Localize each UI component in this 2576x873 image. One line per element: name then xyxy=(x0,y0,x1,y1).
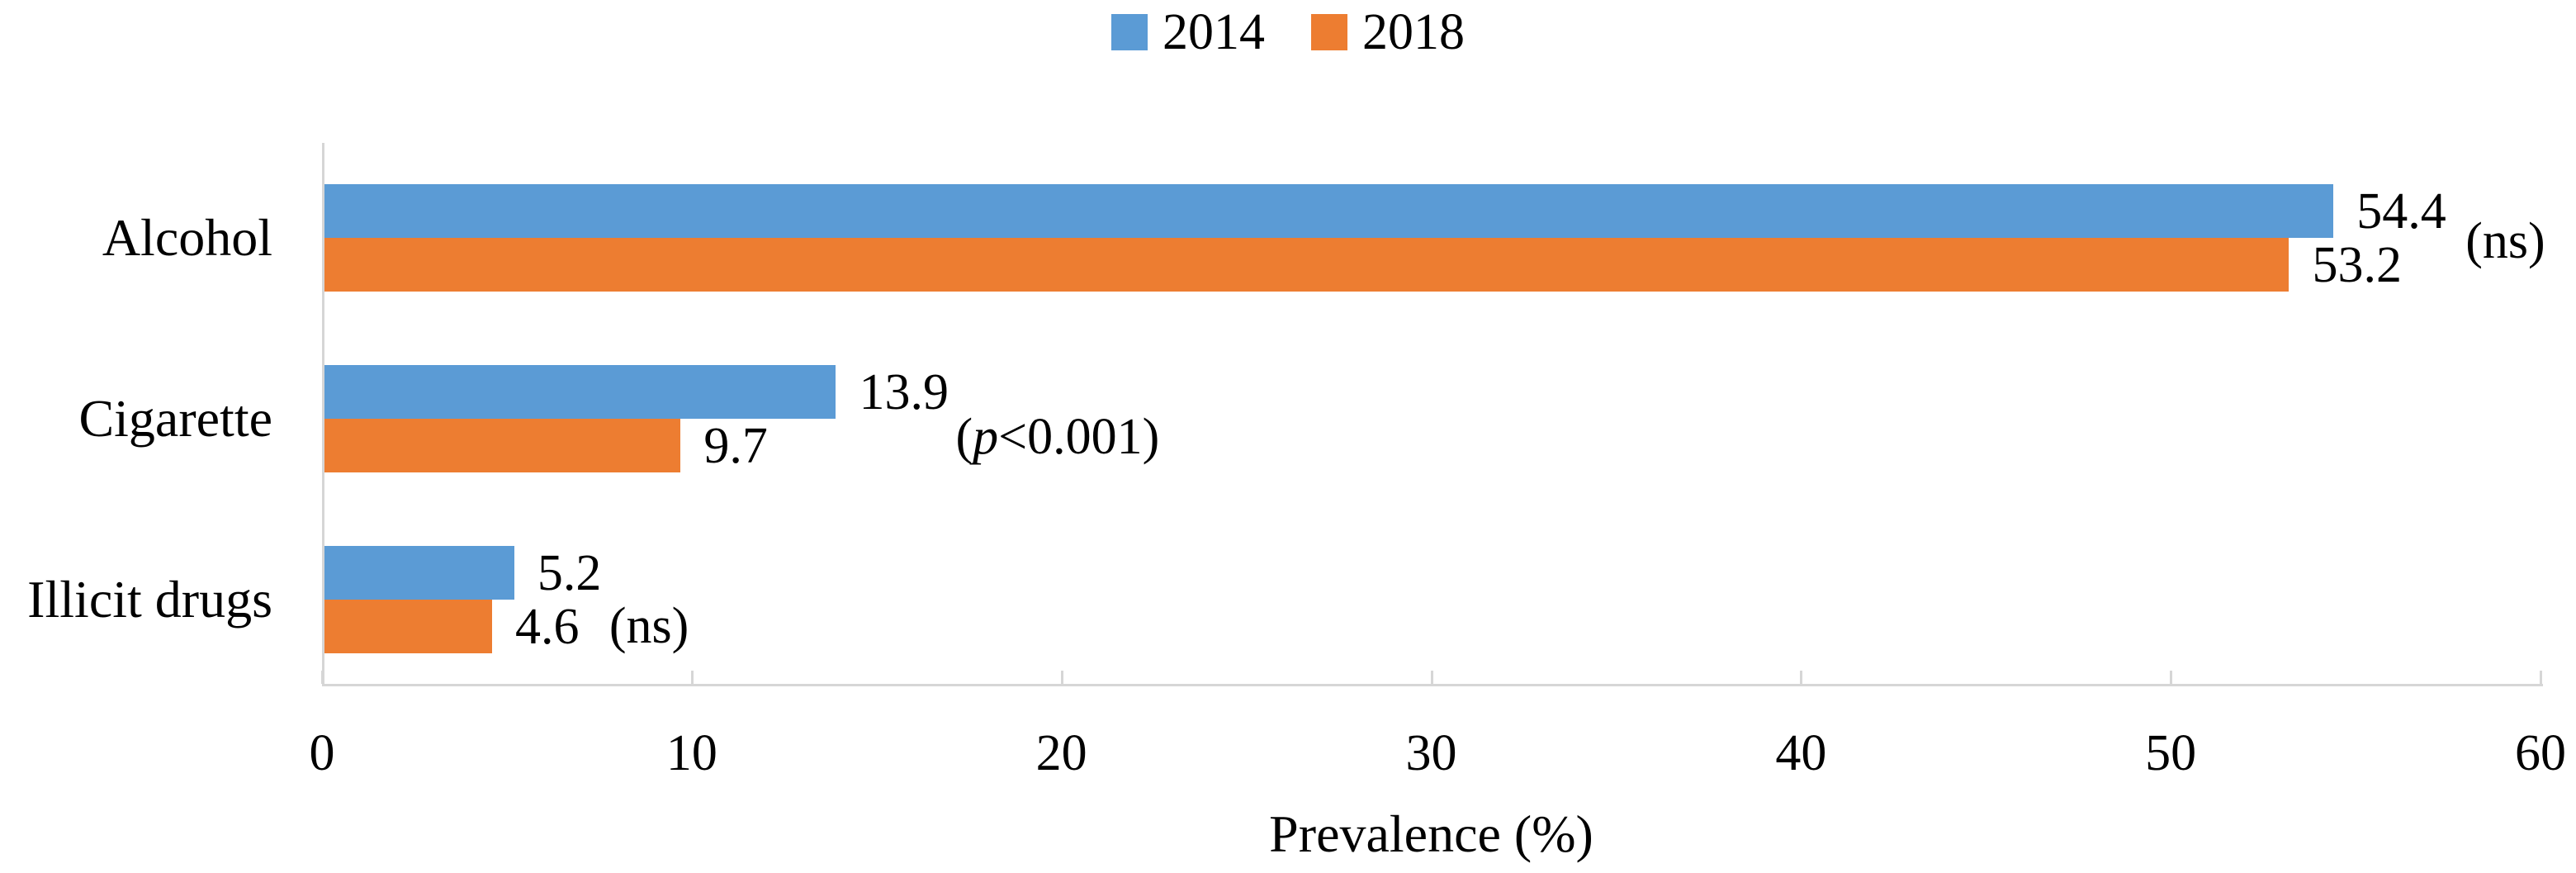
bar-2014-alcohol xyxy=(324,184,2334,238)
annotation-segment: (ns) xyxy=(608,598,689,654)
x-axis-tick-10 xyxy=(690,671,694,684)
x-axis-tick-30 xyxy=(1430,671,1433,684)
annotation-segment: <0.001) xyxy=(998,409,1160,465)
x-axis-tick-label-50: 50 xyxy=(2145,725,2197,781)
value-label-2018-alcohol: 53.2 xyxy=(2312,236,2402,293)
category-label-alcohol: Alcohol xyxy=(102,208,272,267)
x-axis-title: Prevalence (%) xyxy=(1269,804,1593,863)
x-axis-tick-50 xyxy=(2170,671,2173,684)
legend-item-2014: 2014 xyxy=(1111,7,1265,58)
x-axis-tick-label-30: 30 xyxy=(1405,725,1457,781)
bar-2018-illicit-drugs xyxy=(324,600,492,653)
significance-annotation-illicit-drugs: (ns) xyxy=(609,600,689,652)
chart-legend: 2014 2018 xyxy=(0,7,2576,58)
bar-2014-cigarette xyxy=(324,365,836,419)
x-axis-tick-label-20: 20 xyxy=(1035,725,1087,781)
bar-2018-cigarette xyxy=(324,419,681,472)
x-axis-tick-label-60: 60 xyxy=(2515,725,2566,781)
significance-annotation-alcohol: (ns) xyxy=(2465,216,2545,267)
legend-item-2018: 2018 xyxy=(1311,7,1465,58)
value-label-2014-cigarette: 13.9 xyxy=(859,363,949,420)
category-label-cigarette: Cigarette xyxy=(78,389,272,448)
value-label-2018-cigarette: 9.7 xyxy=(703,417,768,474)
x-axis-tick-40 xyxy=(1800,671,1803,684)
x-axis-line xyxy=(322,684,2543,686)
x-axis-tick-60 xyxy=(2540,671,2542,684)
x-axis-tick-label-40: 40 xyxy=(1775,725,1827,781)
value-label-2014-illicit-drugs: 5.2 xyxy=(537,544,602,601)
legend-label: 2014 xyxy=(1163,4,1265,60)
annotation-segment: ( xyxy=(955,409,973,465)
legend-swatch-2014 xyxy=(1111,14,1148,50)
x-axis-tick-label-0: 0 xyxy=(309,725,335,781)
bar-2014-illicit-drugs xyxy=(324,546,514,600)
significance-annotation-cigarette: (p<0.001) xyxy=(955,411,1159,463)
value-label-2014-alcohol: 54.4 xyxy=(2356,183,2446,240)
annotation-segment: (ns) xyxy=(2465,213,2545,269)
bar-2018-alcohol xyxy=(324,238,2290,292)
annotation-italic-segment: p xyxy=(973,409,999,465)
value-label-2018-illicit-drugs: 4.6 xyxy=(515,598,580,655)
legend-label: 2018 xyxy=(1362,4,1465,60)
x-axis-tick-0 xyxy=(321,671,324,684)
x-axis-tick-label-10: 10 xyxy=(665,725,717,781)
category-label-illicit-drugs: Illicit drugs xyxy=(27,570,272,629)
x-axis-tick-20 xyxy=(1060,671,1063,684)
legend-swatch-2018 xyxy=(1311,14,1347,50)
y-axis-line xyxy=(322,143,324,686)
